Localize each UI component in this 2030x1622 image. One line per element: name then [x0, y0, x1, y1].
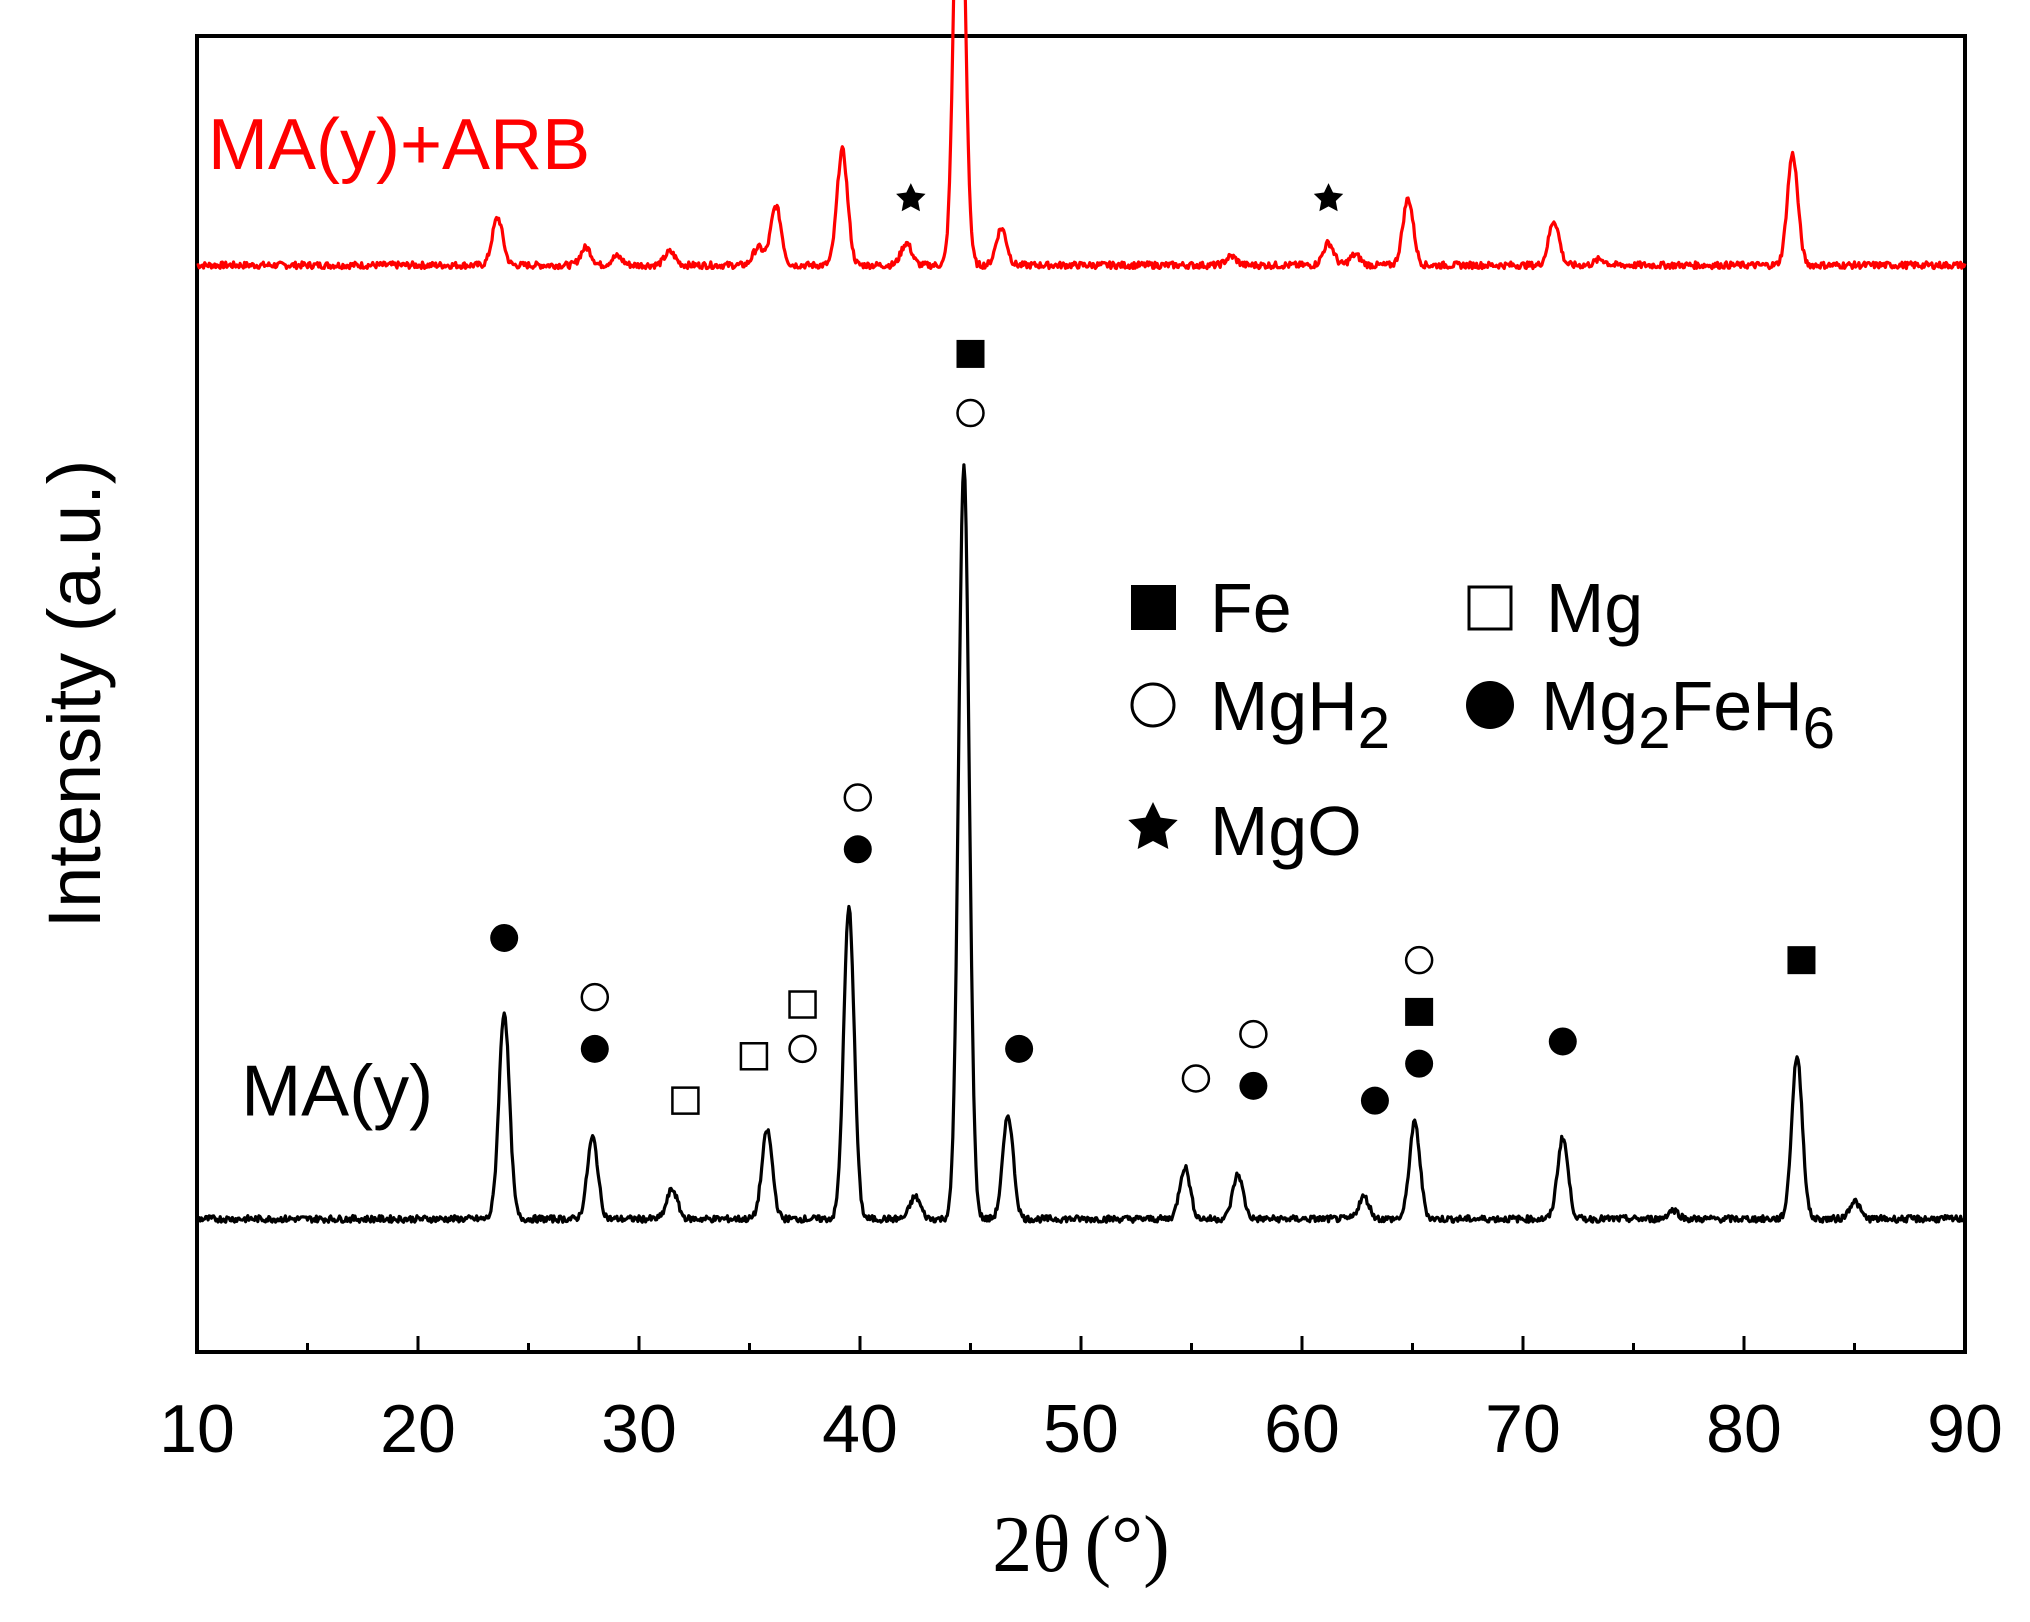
marker-mg-open-square — [739, 1042, 769, 1071]
marker-mg2feh6-filled-circle — [1005, 1034, 1034, 1063]
x-axis-title-unit: (°) — [1085, 1501, 1170, 1589]
marker-mg2feh6-filled-circle — [843, 835, 872, 864]
legend-label-mg: Mg — [1546, 569, 1643, 647]
legend-label-mgh2-sub: 2 — [1358, 696, 1390, 761]
series-label-layer: MA(y)+ARB MA(y) — [208, 105, 590, 1131]
x-tick-label: 50 — [1043, 1391, 1119, 1467]
marker-mg-open-square — [788, 990, 817, 1019]
marker-mgh2-open-circle — [956, 398, 985, 428]
svg-text:MgH2: MgH2 — [1210, 667, 1390, 761]
filled-square-icon — [1131, 585, 1176, 630]
legend-label-mg2feh6: Mg — [1541, 667, 1638, 745]
marker-mgo-star — [1313, 183, 1344, 212]
marker-mg-open-square — [671, 1086, 700, 1115]
x-tick-label: 10 — [159, 1391, 235, 1467]
marker-mg2feh6-filled-circle — [1548, 1027, 1577, 1056]
series-label: MA(y)+ARB — [208, 105, 590, 185]
legend-label-mgo: MgO — [1210, 792, 1362, 870]
svg-text:MgO: MgO — [1210, 792, 1362, 870]
legend-entry-mgo: MgO — [1128, 792, 1362, 870]
marker-mgh2-open-circle — [788, 1034, 817, 1064]
x-tick-label: 80 — [1706, 1391, 1782, 1467]
marker-fe-filled-square — [1405, 997, 1434, 1026]
marker-mgh2-open-circle — [843, 783, 873, 812]
marker-mg2feh6-filled-circle — [1405, 1049, 1434, 1078]
x-tick-label: 60 — [1264, 1391, 1340, 1467]
legend-entry-mg2feh6: Mg2FeH6 — [1466, 667, 1835, 761]
marker-fe-filled-square — [956, 339, 985, 368]
x-tick-label: 40 — [822, 1391, 898, 1467]
filled-circle-icon — [1466, 681, 1514, 729]
series-label: MA(y) — [241, 1051, 433, 1131]
legend-label-mg2feh6-sub1: 2 — [1638, 696, 1670, 761]
marker-mg2feh6-filled-circle — [1360, 1086, 1389, 1115]
legend-entry-mgh2: MgH2 — [1130, 667, 1390, 761]
marker-mgh2-open-circle — [1239, 1019, 1268, 1049]
x-axis: 10 20 30 40 50 60 70 80 90 — [159, 1336, 2003, 1467]
legend-label-fe: Fe — [1210, 569, 1292, 647]
marker-mgh2-open-circle — [1404, 945, 1434, 975]
marker-mg2feh6-filled-circle — [580, 1034, 609, 1063]
x-tick-label: 90 — [1927, 1391, 2003, 1467]
legend-label-mgh2: MgH — [1210, 667, 1358, 745]
y-axis-title: Intensity (a.u.) — [33, 460, 116, 929]
legend-label-mg2feh6-mid: FeH — [1671, 667, 1803, 745]
legend-entry-fe: Fe — [1131, 569, 1292, 647]
marker-fe-filled-square — [1787, 946, 1816, 975]
phase-marker-layer — [490, 183, 1816, 1115]
marker-mg2feh6-filled-circle — [490, 923, 519, 952]
x-axis-title: 2θ (°) — [992, 1501, 1170, 1589]
legend: Fe Mg MgH2 Mg2FeH6 MgO — [1128, 569, 1835, 870]
legend-entry-mg: Mg — [1467, 569, 1643, 647]
x-tick-label: 70 — [1485, 1391, 1561, 1467]
svg-text:Mg: Mg — [1546, 569, 1643, 647]
marker-mgh2-open-circle — [1181, 1064, 1211, 1093]
x-axis-title-main: 2θ — [992, 1501, 1070, 1589]
x-tick-label: 20 — [380, 1391, 456, 1467]
open-circle-icon — [1130, 682, 1176, 728]
star-icon — [1128, 802, 1178, 850]
series-line-0 — [196, 0, 1967, 271]
marker-mgo-star — [896, 183, 926, 212]
legend-label-mg2feh6-sub2: 6 — [1803, 696, 1835, 761]
open-square-icon — [1467, 585, 1513, 631]
series-line-1 — [195, 463, 1967, 1224]
svg-text:Mg2FeH6: Mg2FeH6 — [1541, 667, 1835, 761]
marker-mg2feh6-filled-circle — [1239, 1071, 1268, 1100]
series-layer — [195, 0, 1967, 1224]
svg-text:Fe: Fe — [1210, 569, 1292, 647]
marker-mgh2-open-circle — [580, 982, 610, 1012]
x-tick-label: 30 — [601, 1391, 677, 1467]
